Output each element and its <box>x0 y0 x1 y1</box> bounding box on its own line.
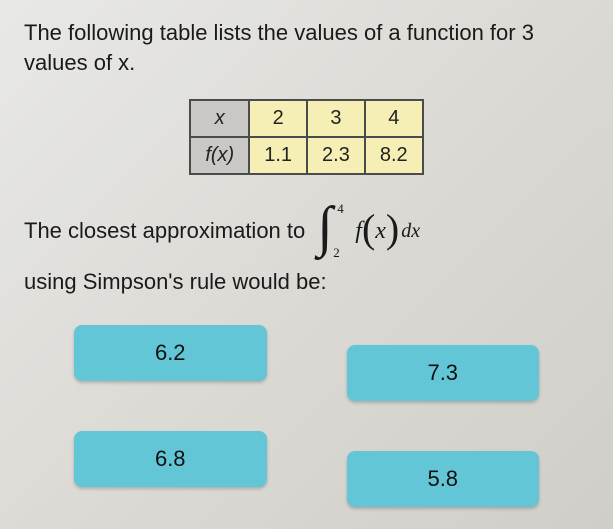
fx-value-cell: 2.3 <box>307 137 365 174</box>
prompt-text-1: The closest approximation to <box>24 218 305 244</box>
prompt-line-1: The closest approximation to ∫ 4 2 f ( x… <box>24 203 589 259</box>
function-values-table: x 2 3 4 f(x) 1.1 2.3 8.2 <box>189 99 423 175</box>
integrand: f ( x ) dx <box>355 218 420 245</box>
x-value-cell: 3 <box>307 100 365 137</box>
integral-expression: ∫ 4 2 f ( x ) dx <box>317 203 420 259</box>
x-value-cell: 2 <box>249 100 307 137</box>
fx-value-cell: 1.1 <box>249 137 307 174</box>
row-header-fx: f(x) <box>190 137 249 174</box>
table-row: f(x) 1.1 2.3 8.2 <box>190 137 422 174</box>
x-value-cell: 4 <box>365 100 423 137</box>
table-row: x 2 3 4 <box>190 100 422 137</box>
fx-value-cell: 8.2 <box>365 137 423 174</box>
row-header-x: x <box>190 100 249 137</box>
integral-lower-limit: 2 <box>333 245 340 261</box>
answer-option-4[interactable]: 5.8 <box>347 451 540 507</box>
answer-option-2[interactable]: 7.3 <box>347 345 540 401</box>
integral-sign-icon: ∫ <box>317 199 332 255</box>
answer-grid: 6.2 7.3 6.8 5.8 <box>24 325 589 507</box>
integrand-var: x <box>375 218 386 245</box>
differential: dx <box>401 220 420 243</box>
integral-symbol-wrap: ∫ 4 2 <box>317 203 345 259</box>
integrand-func: f <box>355 218 362 245</box>
answer-option-3[interactable]: 6.8 <box>74 431 267 487</box>
integral-upper-limit: 4 <box>337 201 344 217</box>
prompt-text-2: using Simpson's rule would be: <box>24 269 589 295</box>
answer-option-1[interactable]: 6.2 <box>74 325 267 381</box>
question-intro: The following table lists the values of … <box>24 18 589 77</box>
